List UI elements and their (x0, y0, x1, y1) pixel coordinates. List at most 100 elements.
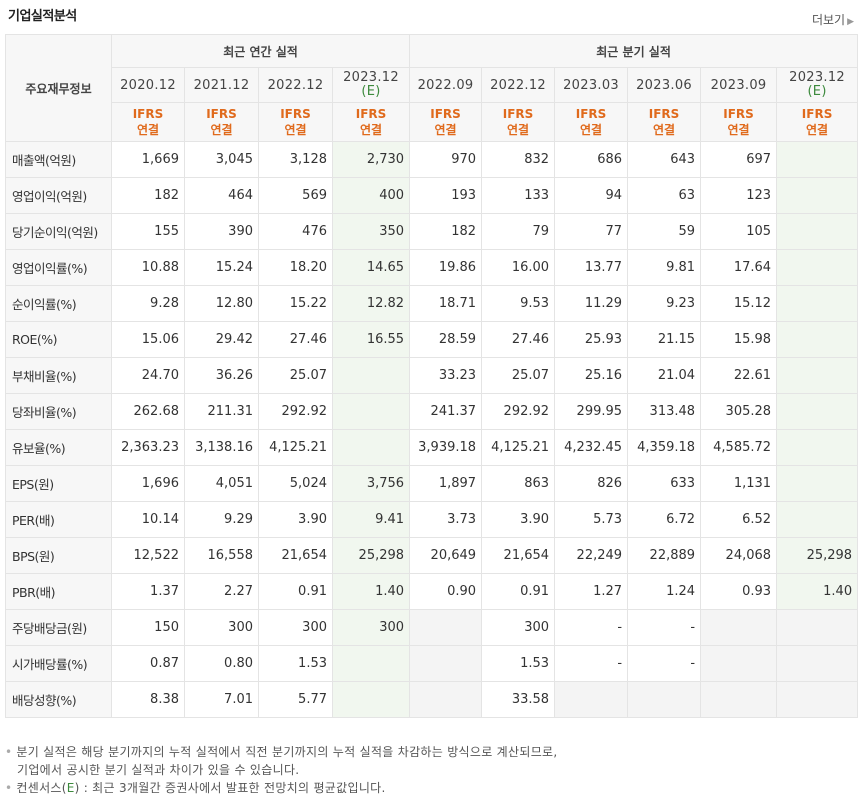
table-cell: 77 (554, 213, 629, 250)
table-cell: 390 (184, 213, 259, 250)
table-cell (776, 141, 859, 178)
table-cell: 300 (258, 609, 333, 646)
table-cell (776, 465, 859, 502)
table-cell: 4,585.72 (700, 429, 778, 466)
table-cell: 12.80 (184, 285, 259, 322)
table-cell: 22.61 (700, 357, 778, 394)
more-link[interactable]: 더보기 ▶ (812, 11, 854, 28)
table-cell: 27.46 (258, 321, 333, 358)
table-cell: 22,249 (554, 537, 629, 574)
table-cell: 826 (554, 465, 629, 502)
table-cell: 5.77 (258, 681, 333, 718)
consolidated-label: 연결 (806, 123, 829, 137)
period-header: 2021.12 (184, 67, 259, 103)
consolidated-label: 연결 (284, 123, 307, 137)
table-cell (331, 357, 411, 394)
table-cell (700, 609, 778, 646)
table-cell: 1.24 (627, 573, 702, 610)
table-cell (776, 177, 859, 214)
ifrs-label: IFRS (132, 107, 164, 121)
period-header: 2020.12 (111, 67, 185, 103)
table-cell (409, 681, 483, 718)
row-label: 시가배당률(%) (5, 645, 112, 682)
table-row: 영업이익(억원) 182 464 569 400 193 133 94 63 123 (5, 177, 859, 214)
table-cell: 155 (111, 213, 185, 250)
table-cell: 5.73 (554, 501, 629, 538)
table-cell: 1.27 (554, 573, 629, 610)
table-cell: 16.00 (481, 249, 556, 286)
table-cell: 24,068 (700, 537, 778, 574)
table-cell: 33.23 (409, 357, 483, 394)
table-cell: 16.55 (331, 321, 411, 358)
ifrs-label: IFRS (280, 107, 311, 121)
note-quarterly-cont: 기업에서 공시한 분기 실적과 차이가 있을 수 있습니다. (17, 763, 300, 777)
table-row: BPS(원) 12,522 16,558 21,654 25,298 20,649 21,6… (5, 537, 859, 574)
ifrs-header: IFRS 연결 (111, 102, 185, 142)
table-row: 영업이익률(%) 10.88 15.24 18.20 14.65 19.86 16.00 13… (5, 249, 859, 286)
table-cell: 9.81 (627, 249, 702, 286)
table-cell: 1,897 (409, 465, 483, 502)
table-cell: 2.27 (184, 573, 259, 610)
ifrs-header: IFRS 연결 (331, 102, 411, 142)
table-cell: 1,131 (700, 465, 778, 502)
table-cell: 13.77 (554, 249, 629, 286)
footnotes: • 분기 실적은 해당 분기까지의 누적 실적에서 직전 분기까지의 누적 실적을… (5, 743, 558, 797)
table-cell: 2,363.23 (111, 429, 185, 466)
chevron-right-icon: ▶ (847, 17, 854, 27)
table-cell: 313.48 (627, 393, 702, 430)
table-cell: 21.15 (627, 321, 702, 358)
table-cell: 63 (627, 177, 702, 214)
ifrs-label: IFRS (648, 107, 680, 121)
table-cell (331, 393, 411, 430)
table-cell: 0.90 (409, 573, 483, 610)
table-cell: 3,138.16 (184, 429, 259, 466)
table-row: 유보율(%) 2,363.23 3,138.16 4,125.21 3,939.18 4,… (5, 429, 859, 466)
table-cell: 21.04 (627, 357, 702, 394)
table-cell (331, 429, 411, 466)
table-cell: 10.14 (111, 501, 185, 538)
table-row: 배당성향(%) 8.38 7.01 5.77 33.58 (5, 681, 859, 718)
period-header: 2022.09 (409, 67, 483, 103)
period-label: 2022.09 (417, 77, 474, 93)
table-cell: 832 (481, 141, 556, 178)
table-cell: 18.20 (258, 249, 333, 286)
table-cell: 27.46 (481, 321, 556, 358)
table-cell: 133 (481, 177, 556, 214)
table-cell: 10.88 (111, 249, 185, 286)
table-cell: 1.40 (776, 573, 859, 610)
consolidated-label: 연결 (727, 123, 750, 137)
consolidated-label: 연결 (359, 123, 383, 137)
table-cell: 4,232.45 (554, 429, 629, 466)
estimate-mark: (E) (361, 84, 381, 99)
table-row: 순이익률(%) 9.28 12.80 15.22 12.82 18.71 9.53 11.29… (5, 285, 859, 322)
table-cell (776, 249, 859, 286)
table-cell (700, 645, 778, 682)
table-cell (776, 501, 859, 538)
row-label: 부채비율(%) (5, 357, 112, 394)
table-cell: 1,696 (111, 465, 185, 502)
consolidated-label: 연결 (653, 123, 676, 137)
table-cell: 1,669 (111, 141, 185, 178)
table-cell: 300 (331, 609, 411, 646)
table-cell: 4,125.21 (258, 429, 333, 466)
table-cell: 59 (627, 213, 702, 250)
table-cell: 3,939.18 (409, 429, 483, 466)
table-cell: 3,128 (258, 141, 333, 178)
table-cell: 686 (554, 141, 629, 178)
table-cell: 4,359.18 (627, 429, 702, 466)
table-cell: 3,045 (184, 141, 259, 178)
table-cell: 300 (481, 609, 556, 646)
table-row: EPS(원) 1,696 4,051 5,024 3,756 1,897 863 826 633… (5, 465, 859, 502)
table-cell: 2,730 (331, 141, 411, 178)
table-cell: 21,654 (481, 537, 556, 574)
table-cell: 4,125.21 (481, 429, 556, 466)
table-cell: 1.37 (111, 573, 185, 610)
table-cell: 18.71 (409, 285, 483, 322)
ifrs-label: IFRS (430, 107, 461, 121)
table-cell: 1.53 (481, 645, 556, 682)
table-cell: 292.92 (258, 393, 333, 430)
table-cell: 476 (258, 213, 333, 250)
table-cell: 697 (700, 141, 778, 178)
table-cell: 9.28 (111, 285, 185, 322)
table-cell: 350 (331, 213, 411, 250)
